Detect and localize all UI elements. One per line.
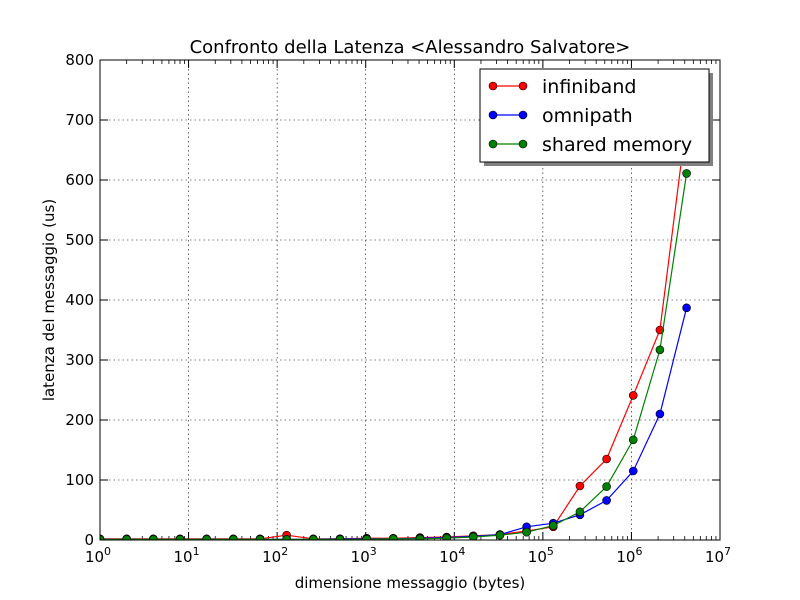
x-tick-base: 10 [174, 548, 193, 566]
x-tick-label: 107 [705, 545, 731, 566]
legend-swatch-marker [488, 110, 498, 120]
legend: infiniband omnipath shared memory [479, 68, 713, 166]
plot-frame [99, 59, 721, 541]
shared-memory-point [149, 535, 158, 540]
x-tick-label: 100 [85, 545, 111, 566]
omnipath-point [682, 303, 691, 313]
shared-memory-point [682, 169, 691, 178]
x-tick-exponent: 1 [193, 545, 200, 558]
legend-swatch-marker [518, 81, 528, 91]
x-tick-exponent: 6 [635, 545, 642, 558]
x-tick-base: 10 [351, 548, 370, 566]
x-tick-exponent: 7 [724, 545, 731, 558]
y-tick-label: 700 [65, 111, 94, 129]
y-tick-label: 500 [65, 231, 94, 249]
shared-memory-point [202, 535, 211, 540]
x-tick-base: 10 [705, 548, 724, 566]
x-tick-base: 10 [528, 548, 547, 566]
series-layer [100, 115, 691, 540]
shared-memory-point [575, 507, 585, 517]
infiniband-point [602, 454, 611, 464]
x-tick-labels: 100 101 102 103 104 105 106 107 [85, 545, 731, 566]
y-tick-label: 300 [65, 351, 94, 369]
x-tick-exponent: 0 [104, 545, 111, 558]
x-tick-label: 101 [174, 545, 200, 566]
legend-item-omnipath: omnipath [488, 105, 633, 127]
shared-memory-point [468, 532, 478, 540]
shared-memory-point [175, 535, 185, 540]
omnipath-point [655, 409, 665, 419]
legend-label: shared memory [542, 134, 692, 156]
legend-item-shared-memory: shared memory [488, 134, 692, 156]
series-shared-memory [100, 169, 691, 540]
omnipath-point [602, 496, 611, 505]
x-tick-label: 104 [439, 545, 465, 566]
shared-memory-point [309, 535, 318, 540]
x-tick-base: 10 [439, 548, 458, 566]
x-tick-exponent: 2 [281, 545, 288, 558]
y-tick-label: 400 [65, 291, 94, 309]
shared-memory-point [628, 435, 638, 445]
legend-swatch-marker [518, 110, 528, 120]
shared-memory-point [229, 535, 238, 540]
shared-memory-point [122, 535, 131, 540]
x-tick-label: 106 [616, 545, 642, 566]
y-axis-label: latenza del messaggio (us) [40, 199, 58, 401]
x-tick-label: 103 [351, 545, 377, 566]
legend-label: omnipath [542, 105, 633, 127]
x-tick-base: 10 [616, 548, 635, 566]
x-tick-base: 10 [85, 548, 104, 566]
y-tick-label: 0 [84, 531, 94, 549]
shared-memory-point [255, 535, 265, 540]
y-tick-label: 600 [65, 171, 94, 189]
y-tick-label: 800 [65, 51, 94, 69]
legend-item-infiniband: infiniband [488, 76, 636, 98]
x-tick-label: 105 [528, 545, 554, 566]
legend-swatch-marker [488, 81, 498, 91]
shared-memory-point [442, 533, 451, 540]
shared-memory-point [388, 534, 398, 540]
y-tick-label: 200 [65, 411, 94, 429]
x-tick-base: 10 [262, 548, 281, 566]
x-tick-exponent: 4 [458, 545, 465, 558]
x-axis-label: dimensione messaggio (bytes) [295, 574, 526, 592]
shared-memory-point [655, 345, 665, 355]
shared-memory-point [495, 530, 505, 540]
y-tick-labels: 0 100 200 300 400 500 600 700 800 [65, 51, 94, 549]
x-tick-label: 102 [262, 545, 288, 566]
omnipath-point [628, 466, 638, 476]
infiniband-point [628, 391, 638, 400]
legend-label: infiniband [542, 76, 636, 98]
shared-memory-point [362, 535, 371, 540]
ticks [99, 59, 721, 541]
chart-title: Confronto della Latenza <Alessandro Salv… [190, 37, 631, 58]
legend-swatch-marker [518, 139, 528, 149]
shared-memory-point [522, 527, 531, 537]
shared-memory-point [100, 535, 105, 540]
legend-swatch-marker [488, 139, 498, 149]
shared-memory-point [602, 482, 611, 491]
shared-memory-point [415, 534, 425, 540]
shared-memory-point [335, 535, 345, 540]
infiniband-point [655, 325, 665, 335]
x-tick-exponent: 3 [370, 545, 377, 558]
infiniband-point [575, 481, 585, 491]
shared-memory-point [548, 521, 558, 530]
shared-memory-point [282, 535, 291, 540]
y-tick-label: 100 [65, 471, 94, 489]
x-tick-exponent: 5 [547, 545, 554, 558]
